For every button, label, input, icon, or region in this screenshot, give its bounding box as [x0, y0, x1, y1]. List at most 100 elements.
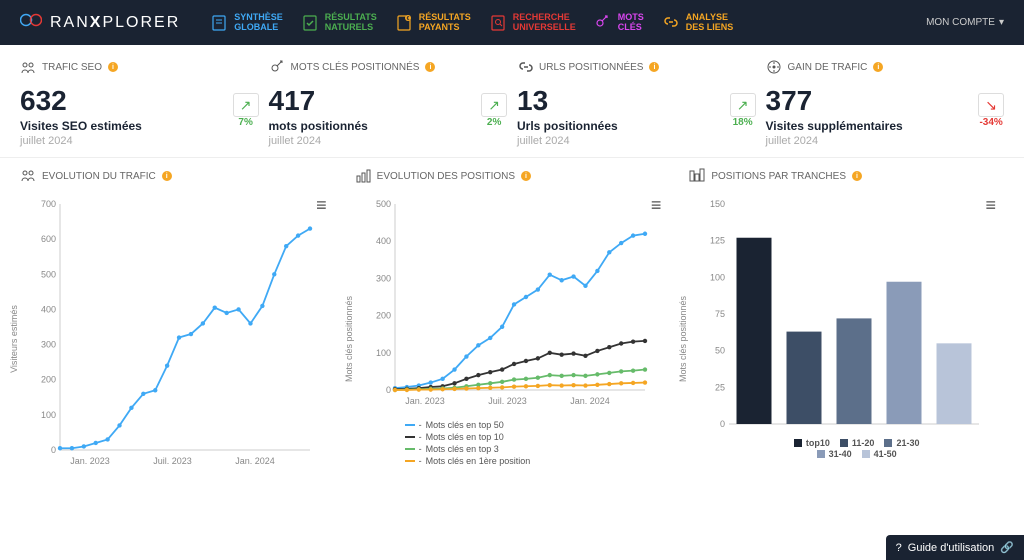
kpi-label: mots positionnés [269, 119, 368, 133]
legend-label: top10 [806, 438, 830, 448]
chart-legend: - Mots clés en top 50 - Mots clés en top … [355, 418, 670, 466]
legend-label: Mots clés en top 50 [426, 420, 504, 430]
legend-label: Mots clés en 1ère position [426, 456, 531, 466]
legend-item[interactable]: - Mots clés en top 3 [405, 444, 499, 454]
kpi-period: juillet 2024 [20, 135, 142, 147]
guide-label: Guide d'utilisation [908, 542, 995, 554]
kpi-trend: ↗ 2% [481, 87, 507, 128]
svg-text:100: 100 [41, 410, 56, 420]
nav-icon [210, 14, 228, 32]
chevron-down-icon: ▾ [999, 17, 1004, 28]
info-icon[interactable]: i [108, 62, 118, 72]
trend-arrow-icon: ↗ [737, 98, 749, 112]
svg-text:400: 400 [376, 236, 391, 246]
trend-value: 7% [233, 117, 259, 128]
nav-label: RÉSULTATSPAYANTS [419, 13, 471, 33]
nav-icon [594, 14, 612, 32]
kpi-value: 377 [766, 87, 903, 115]
kpi-label: Visites SEO estimées [20, 119, 142, 133]
svg-text:Jan. 2023: Jan. 2023 [70, 456, 110, 466]
trend-value: 2% [481, 117, 507, 128]
nav-item[interactable]: RÉSULTATSNATURELS [301, 13, 377, 33]
logo-icon [20, 13, 42, 32]
chart-area: ≡ Mots clés positionnés 0100200300400500… [355, 194, 670, 474]
trend-value: -34% [978, 117, 1004, 128]
kpi-trend: ↘ -34% [978, 87, 1004, 128]
help-icon: ? [896, 542, 902, 554]
kpi-row: TRAFIC SEO i 632 Visites SEO estimées ju… [0, 45, 1024, 158]
nav-label: ANALYSEDES LIENS [686, 13, 734, 33]
legend-label: 11-20 [852, 438, 875, 448]
chart-title: POSITIONS PAR TRANCHES [711, 171, 846, 182]
logo[interactable]: RANXPLORER [20, 13, 180, 32]
legend-item[interactable]: 21-30 [884, 438, 919, 448]
legend-item[interactable]: - Mots clés en top 50 [405, 420, 504, 430]
guide-button[interactable]: ? Guide d'utilisation 🔗 [886, 535, 1024, 560]
kpi-value: 417 [269, 87, 368, 115]
chart-menu-icon[interactable]: ≡ [316, 202, 327, 209]
chart-positions: EVOLUTION DES POSITIONS i ≡ Mots clés po… [355, 168, 670, 474]
kpi-title: GAIN DE TRAFIC [788, 62, 868, 73]
svg-text:400: 400 [41, 304, 56, 314]
line-chart: 0100200300400500600700Jan. 2023Juil. 202… [20, 194, 320, 474]
svg-text:25: 25 [715, 382, 725, 392]
kpi-value: 13 [517, 87, 618, 115]
legend-label: 21-30 [896, 438, 919, 448]
legend-item[interactable]: - Mots clés en 1ère position [405, 456, 531, 466]
legend-item[interactable]: top10 [794, 438, 830, 448]
account-menu[interactable]: MON COMPTE ▾ [926, 17, 1004, 28]
nav-item[interactable]: €RÉSULTATSPAYANTS [395, 13, 471, 33]
info-icon[interactable]: i [521, 171, 531, 181]
chart-area: ≡ Mots clés positionnés 0255075100125150… [689, 194, 1004, 474]
bar[interactable] [937, 343, 972, 424]
chart-title: EVOLUTION DES POSITIONS [377, 171, 515, 182]
bar[interactable] [887, 282, 922, 424]
bar[interactable] [837, 318, 872, 424]
info-icon[interactable]: i [162, 171, 172, 181]
multi-line-chart: 0100200300400500Jan. 2023Juil. 2023Jan. … [355, 194, 655, 414]
kpi-card: URLS POSITIONNÉES i 13 Urls positionnées… [517, 59, 756, 147]
svg-text:300: 300 [376, 273, 391, 283]
kpi-head: TRAFIC SEO i [20, 59, 259, 75]
nav-item[interactable]: RECHERCHEUNIVERSELLE [489, 13, 576, 33]
legend-item[interactable]: 11-20 [840, 438, 875, 448]
svg-text:0: 0 [386, 385, 391, 395]
y-axis-label: Mots clés positionnés [344, 296, 354, 382]
chart-legend: top10 11-20 21-30 31-40 41-50 [689, 438, 1004, 460]
trend-arrow-icon: ↗ [488, 98, 500, 112]
legend-item[interactable]: 41-50 [862, 449, 897, 459]
chart-area: ≡ Visiteurs estimés 01002003004005006007… [20, 194, 335, 474]
logo-text-post: PLORER [102, 14, 180, 32]
legend-item[interactable]: - Mots clés en top 10 [405, 432, 504, 442]
y-axis-label: Mots clés positionnés [678, 296, 688, 382]
legend-item[interactable]: 31-40 [817, 449, 852, 459]
link-icon: 🔗 [1000, 541, 1014, 554]
legend-label: Mots clés en top 3 [426, 444, 499, 454]
chart-menu-icon[interactable]: ≡ [651, 202, 662, 209]
svg-text:700: 700 [41, 199, 56, 209]
kpi-head: GAIN DE TRAFIC i [766, 59, 1005, 75]
info-icon[interactable]: i [852, 171, 862, 181]
info-icon[interactable]: i [425, 62, 435, 72]
kpi-title: TRAFIC SEO [42, 62, 102, 73]
info-icon[interactable]: i [649, 62, 659, 72]
kpi-label: Urls positionnées [517, 119, 618, 133]
svg-text:200: 200 [41, 375, 56, 385]
nav-item[interactable]: SYNTHÈSEGLOBALE [210, 13, 283, 33]
logo-text-bold: X [90, 14, 103, 32]
bar[interactable] [787, 332, 822, 424]
legend-label: Mots clés en top 10 [426, 432, 504, 442]
chart-menu-icon[interactable]: ≡ [986, 202, 997, 209]
chart-traffic: EVOLUTION DU TRAFIC i ≡ Visiteurs estimé… [20, 168, 335, 474]
kpi-label: Visites supplémentaires [766, 119, 903, 133]
nav-label: RECHERCHEUNIVERSELLE [513, 13, 576, 33]
nav-label: RÉSULTATSNATURELS [325, 13, 377, 33]
kpi-value: 632 [20, 87, 142, 115]
trend-arrow-icon: ↘ [985, 98, 997, 112]
info-icon[interactable]: i [873, 62, 883, 72]
svg-text:Juil. 2023: Juil. 2023 [488, 396, 527, 406]
nav-item[interactable]: MOTSCLÉS [594, 13, 644, 33]
bar[interactable] [737, 238, 772, 424]
kpi-card: GAIN DE TRAFIC i 377 Visites supplémenta… [766, 59, 1005, 147]
nav-item[interactable]: ANALYSEDES LIENS [662, 13, 734, 33]
